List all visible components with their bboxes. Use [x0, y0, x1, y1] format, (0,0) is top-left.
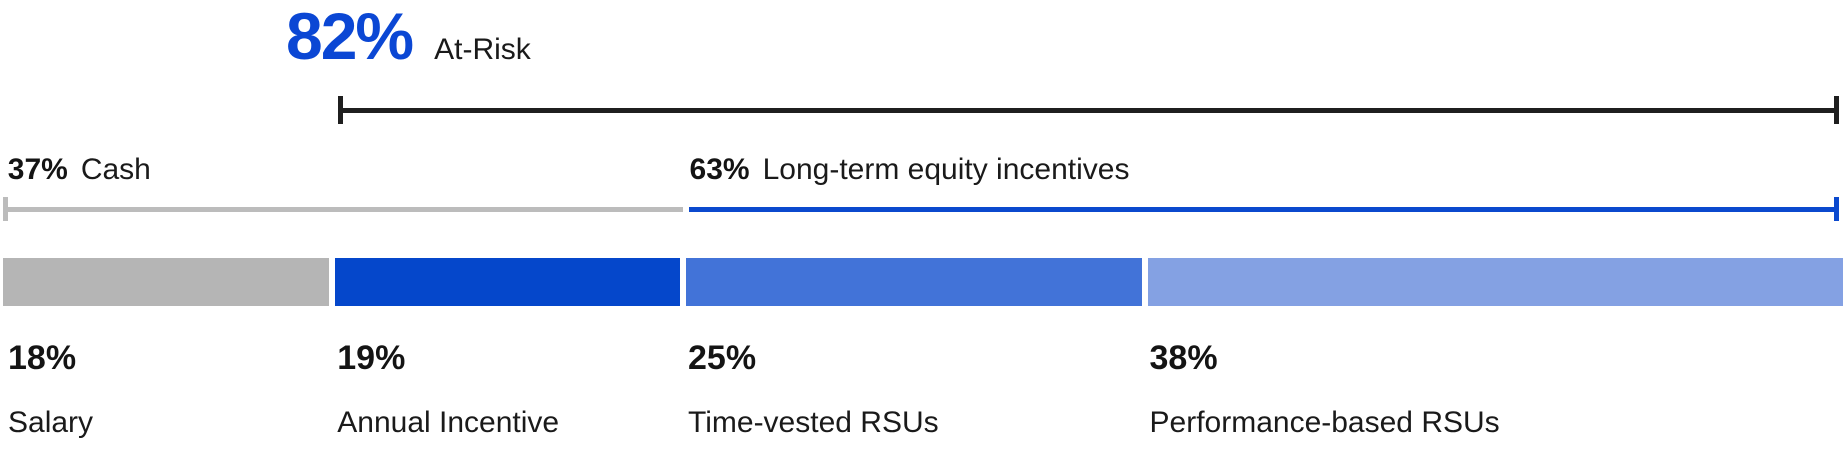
bracket-equity — [688, 197, 1839, 221]
segment-value-time-vested-rsus: 25% — [688, 339, 757, 377]
segment-value-annual-incentive: 19% — [337, 339, 406, 377]
segment-value-salary: 18% — [8, 339, 77, 377]
at-risk-annotation: 82% At-Risk — [286, 0, 531, 73]
bar-segment-time-vested-rsus — [686, 258, 1142, 306]
segment-name-salary: Salary — [8, 406, 94, 439]
bar-segment-annual-incentive — [335, 258, 680, 306]
cash-label: Cash — [80, 153, 151, 186]
at-risk-value: 82% — [286, 0, 414, 73]
equity-label: Long-term equity incentives — [762, 153, 1130, 186]
segment-label-annual-incentive: 19% Annual Incentive — [337, 341, 559, 438]
bracket-cash-line — [2, 206, 684, 212]
cash-value: 37% — [7, 153, 68, 186]
stacked-bar — [0, 258, 1846, 306]
bracket-equity-right-cap — [1833, 197, 1839, 221]
at-risk-label: At-Risk — [434, 33, 531, 66]
segment-name-time-vested-rsus: Time-vested RSUs — [688, 406, 939, 439]
segment-name-performance-based-rsus: Performance-based RSUs — [1149, 406, 1500, 439]
segment-value-performance-based-rsus: 38% — [1149, 339, 1218, 377]
segment-label-time-vested-rsus: 25% Time-vested RSUs — [688, 341, 939, 438]
bracket-cash — [2, 197, 684, 221]
segment-label-salary: 18% Salary — [8, 341, 93, 438]
bracket-at-risk — [337, 96, 1839, 124]
bracket-at-risk-right-cap — [1833, 96, 1839, 124]
bracket-at-risk-line — [337, 107, 1839, 113]
segment-name-annual-incentive: Annual Incentive — [337, 406, 560, 439]
bracket-equity-line — [688, 206, 1839, 212]
bar-segment-salary — [3, 258, 330, 306]
bar-segment-performance-based-rsus — [1147, 258, 1843, 306]
equity-value: 63% — [689, 153, 750, 186]
cash-label-row: 37% Cash — [8, 153, 151, 186]
segment-label-performance-based-rsus: 38% Performance-based RSUs — [1150, 341, 1500, 438]
equity-label-row: 63% Long-term equity incentives — [690, 153, 1130, 186]
